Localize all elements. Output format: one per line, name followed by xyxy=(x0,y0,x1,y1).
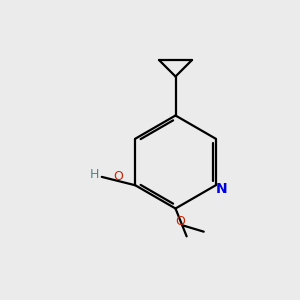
Text: H: H xyxy=(90,168,99,181)
Text: N: N xyxy=(216,182,227,196)
Text: O: O xyxy=(176,214,185,227)
Text: O: O xyxy=(113,170,123,183)
